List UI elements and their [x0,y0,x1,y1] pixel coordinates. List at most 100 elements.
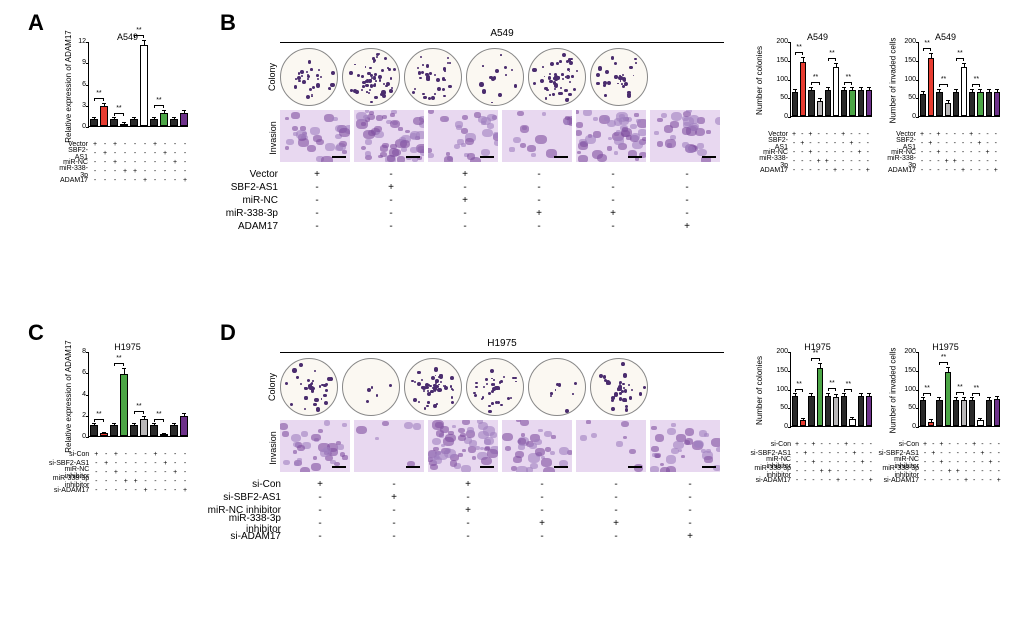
assay-colony: Colony [267,373,277,401]
bar [945,372,951,426]
bar [986,92,992,116]
cond-label: ADAM17 [55,177,90,184]
colony-well [280,358,338,416]
bar [180,113,188,126]
bar [928,422,934,427]
colony-well [528,358,586,416]
bar [120,124,128,126]
bar [170,425,178,436]
invasion-panel [502,110,572,162]
bar [849,90,855,116]
cond-label: si-Con [873,441,921,448]
ylabel-adam17: Relative expression of ADAM17 [64,340,73,453]
invasion-panel [280,420,350,472]
invasion-panel [576,110,646,162]
cond-label: miR-NC [210,195,280,206]
assay-invasion: Invasion [268,431,278,465]
bar [969,400,975,426]
cond-label: si-Con [195,479,283,490]
bar [953,92,959,116]
cond-label: ADAM17 [886,167,918,174]
panel-b-colony-chart: A549 Number of colonies 050100150200 ***… [760,32,875,127]
cond-label: si-ADAM17 [873,477,921,484]
bar [800,62,806,116]
bar [792,92,798,116]
panel-label-b: B [220,10,236,36]
invasion-panel [428,110,498,162]
bar [100,433,108,436]
bar [100,106,108,126]
panel-label-c: C [28,320,44,346]
assay-invasion: Invasion [268,121,278,155]
ylabel-invaded: Number of invaded cells [888,348,897,434]
bar [920,400,926,426]
bar [90,425,98,436]
bar [994,92,1000,116]
assay-colony: Colony [267,63,277,91]
bar [858,90,864,116]
ylabel-invaded: Number of invaded cells [888,38,897,124]
bar [808,396,814,426]
bar [961,67,967,116]
panel-d-colony-chart: H1975 Number of colonies 050100150200 **… [760,342,875,437]
invasion-panel [650,420,720,472]
colony-well [590,358,648,416]
bar [858,396,864,426]
cond-label: si-ADAM17 [745,477,793,484]
bar [961,400,967,426]
invasion-panel [650,110,720,162]
bar [945,103,951,116]
panel-label-d: D [220,320,236,346]
bar [841,396,847,426]
ylabel-colonies: Number of colonies [755,46,764,115]
header-a549: A549 [280,28,724,39]
cond-label: si-ADAM17 [40,487,91,494]
panel-label-a: A [28,10,44,36]
bar [90,119,98,126]
panel-a-chart: A549 Relative expression of ADAM17 03691… [60,32,195,137]
bar [936,92,942,116]
cond-label: si-Con [40,451,91,458]
bar [130,425,138,436]
invasion-panel [502,420,572,472]
cond-label: si-Con [745,441,793,448]
bar [160,113,168,126]
invasion-panel [576,420,646,472]
ylabel-colonies: Number of colonies [755,356,764,425]
cond-label: si-ADAM17 [195,531,283,542]
bar [140,419,148,436]
colony-well [404,358,462,416]
bar [849,419,855,426]
bar [825,90,831,116]
colony-well [342,48,400,106]
header-h1975: H1975 [280,338,724,349]
bar [110,425,118,436]
bar [800,420,806,426]
panel-d-invasion-chart: H1975 Number of invaded cells 0501001502… [888,342,1003,437]
invasion-panel [280,110,350,162]
bar [969,92,975,116]
bar [920,94,926,117]
cond-label: SBF2-AS1 [210,182,280,193]
bar [150,425,158,436]
colony-well [342,358,400,416]
cond-label: Vector [210,169,280,180]
bar [994,399,1000,426]
bar [977,92,983,116]
bar [936,400,942,426]
colony-well [466,48,524,106]
bar [833,67,839,116]
bar [817,101,823,116]
bar [841,90,847,116]
bar [986,400,992,426]
colony-well [590,48,648,106]
bar [792,396,798,426]
bar [120,374,128,436]
colony-well [466,358,524,416]
cond-label: si-SBF2-AS1 [195,492,283,503]
colony-well [528,48,586,106]
panel-b-invasion-chart: A549 Number of invaded cells 05010015020… [888,32,1003,127]
bar [110,119,118,126]
invasion-panel [354,110,424,162]
colony-well [404,48,462,106]
